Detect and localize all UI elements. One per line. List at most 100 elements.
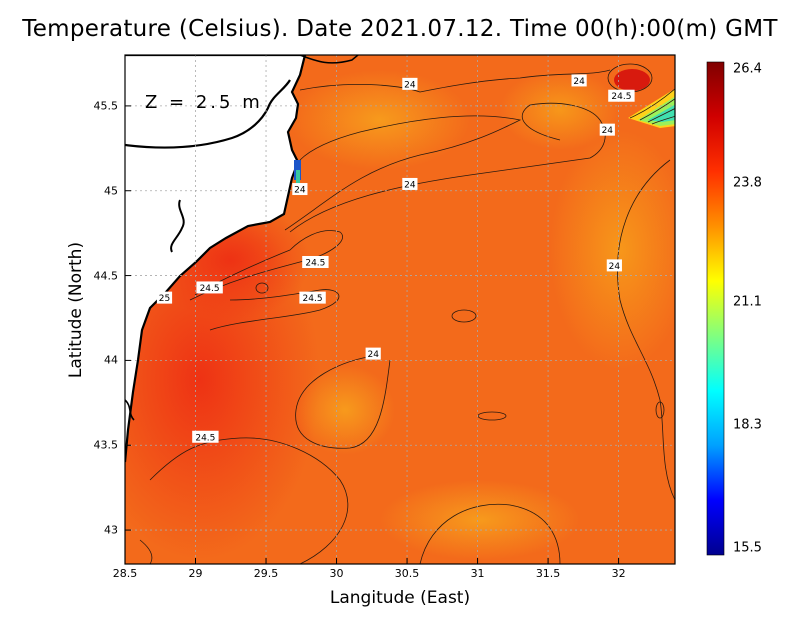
contour-label-bg <box>156 291 173 304</box>
contour-label-bg <box>608 89 635 102</box>
contour-24-southeast <box>419 503 561 564</box>
x-tick-label: 32 <box>611 567 626 580</box>
cool-patch-east <box>550 130 675 370</box>
contour-label-text: 24 <box>609 262 621 272</box>
temperature-field: 24 24 24.5 24 24 24 24.5 24 24.5 25 24.5 24 24.5 <box>125 55 675 564</box>
contour-label-text: 24 <box>367 350 379 360</box>
cool-patch-northeast <box>500 70 620 150</box>
contour-label-bg <box>365 347 381 360</box>
contour-24-east <box>617 159 675 501</box>
y-tick-label: 45.5 <box>93 99 119 113</box>
contour-label: 24.5 <box>192 430 219 443</box>
contour-label-text: 24 <box>602 126 614 136</box>
contour-label-bg <box>402 77 418 90</box>
grid <box>125 55 675 564</box>
contour-label-text: 25 <box>159 294 170 304</box>
contour-24-5-a <box>189 230 343 301</box>
contour-label-bg <box>192 430 219 443</box>
contour-label-bg <box>571 74 587 87</box>
cool-patch-south <box>380 480 580 560</box>
contour-label-text: 24.5 <box>200 284 220 294</box>
contour-label-bg <box>292 183 308 196</box>
contour-24-top <box>299 69 611 93</box>
x-tick-label: 29 <box>188 567 203 580</box>
coastline-south <box>125 399 135 421</box>
river-mouth-green <box>296 170 300 188</box>
x-tick-label: 31 <box>470 567 485 580</box>
colorbar-tick-label: 15.5 <box>733 540 762 556</box>
contour-24-northeast <box>289 102 606 233</box>
contour-small-ring-b <box>255 282 269 294</box>
lake-shore <box>170 199 185 253</box>
y-tick-label: 44.5 <box>93 269 119 283</box>
y-tick-label: 45 <box>104 184 118 198</box>
x-axis-label: Langitude (East) <box>329 588 471 608</box>
colorbar <box>706 61 725 556</box>
cold-tongue-cyan <box>648 104 675 122</box>
contour-label: 24.5 <box>196 281 223 294</box>
contour-label-text: 24.5 <box>305 258 325 268</box>
contour-label: 24 <box>571 74 587 87</box>
depth-label: Z = 2.5 m <box>145 92 263 113</box>
contour-24-5-south <box>149 437 349 564</box>
contour-label: 24.5 <box>299 291 326 304</box>
x-tick-label: 31.5 <box>535 567 561 580</box>
contour-label-bg <box>402 177 418 190</box>
y-axis-label: Latitude (North) <box>66 241 86 379</box>
x-tick-label: 30.5 <box>394 567 420 580</box>
contour-24-5-b <box>209 289 340 331</box>
cool-patch-north <box>290 70 470 170</box>
contour-label: 24 <box>402 177 418 190</box>
contour-label-text: 24 <box>404 180 416 190</box>
contour-label-bg <box>599 123 615 136</box>
contour-labels: 24 24 24.5 24 24 24 24.5 24 24.5 25 24.5 24 24.5 <box>156 74 635 443</box>
contour-label-text: 24.5 <box>611 92 631 102</box>
axis-ticks <box>124 105 620 564</box>
contour-label: 24.5 <box>608 89 635 102</box>
contour-cold-2 <box>639 98 675 121</box>
plot-frame <box>124 54 676 565</box>
colorbar-tick-label: 18.3 <box>733 417 762 433</box>
contour-label-bg <box>299 291 326 304</box>
contour-label-text: 24 <box>404 80 416 90</box>
contour-cold-1 <box>629 88 675 119</box>
contour-label-text: 24.5 <box>195 433 215 443</box>
cool-patch-center <box>295 365 395 455</box>
colorbar-tick-label: 23.8 <box>733 175 762 191</box>
contour-label: 24 <box>606 259 622 272</box>
land-mass <box>125 55 305 462</box>
coastline <box>125 55 307 463</box>
y-tick-label: 43.5 <box>93 438 119 452</box>
contour-24-5-corner <box>139 539 153 564</box>
x-tick-label: 30 <box>329 567 344 580</box>
contour-label-text: 24 <box>294 186 306 196</box>
contour-cold-3 <box>647 108 675 123</box>
contour-label-bg <box>302 255 329 268</box>
contour-label: 24.5 <box>302 255 329 268</box>
contour-label-bg <box>196 281 223 294</box>
contour-label-text: 24 <box>573 77 585 87</box>
contour-label: 24 <box>402 77 418 90</box>
contour-small-ring-a <box>451 309 477 323</box>
contour-24-center <box>295 354 391 449</box>
x-tick-label: 29.5 <box>253 567 279 580</box>
x-tick-label: 28.5 <box>112 567 138 580</box>
y-tick-label: 44 <box>104 353 118 367</box>
contour-label-bg <box>606 259 622 272</box>
figure-title: Temperature (Celsius). Date 2021.07.12. … <box>22 16 778 42</box>
contour-small-ring-d <box>655 401 665 419</box>
y-tick-label: 43 <box>104 523 118 537</box>
contour-label: 24 <box>599 123 615 136</box>
delta-shore <box>125 79 291 149</box>
coastline-north <box>299 55 359 64</box>
colorbar-tick-label: 21.1 <box>733 294 762 310</box>
contour-label: 24 <box>365 347 381 360</box>
contour-small-ring-c <box>477 411 507 421</box>
contour-label: 25 <box>156 291 173 304</box>
contour-label: 24 <box>292 183 308 196</box>
contour-label-text: 24.5 <box>303 294 323 304</box>
colorbar-tick-label: 26.4 <box>733 61 762 77</box>
contour-24-north <box>284 115 522 231</box>
warm-core <box>614 69 650 91</box>
